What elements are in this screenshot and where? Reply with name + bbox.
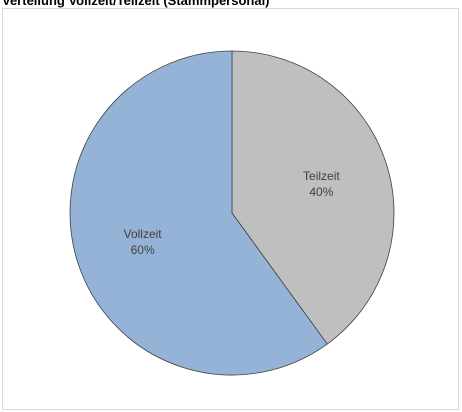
- slice-label-teilzeit: Teilzeit 40%: [303, 169, 340, 199]
- slice-label-vollzeit: Vollzeit 60%: [124, 227, 163, 257]
- slice-category-label: Vollzeit: [124, 227, 163, 241]
- slice-value-label: 60%: [131, 243, 155, 257]
- slice-value-label: 40%: [309, 185, 333, 199]
- pie-slice-teilzeit: [231, 50, 395, 345]
- pie-slice-vollzeit: [69, 50, 328, 376]
- slice-category-label: Teilzeit: [303, 169, 340, 183]
- chart-title: Verteilung Vollzeit/Teilzeit (Stammperso…: [2, 0, 270, 8]
